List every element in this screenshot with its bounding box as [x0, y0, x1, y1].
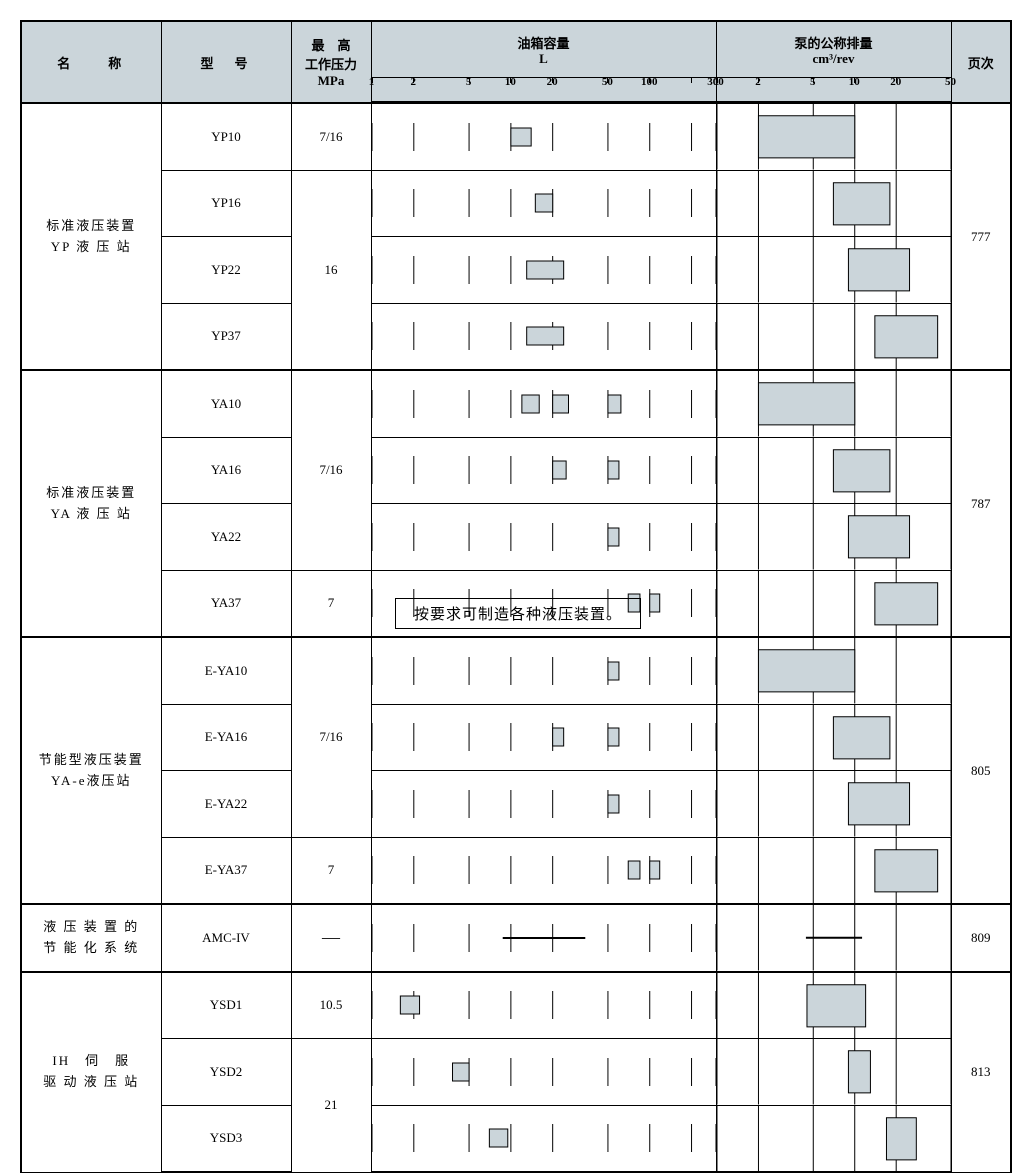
hdr-pump: 泵的公称排量 cm³/rev 125102050 — [716, 21, 951, 102]
group-name: IH 伺 服驱 动 液 压 站 — [21, 972, 161, 1173]
group-name: 标准液压装置YP 液 压 站 — [21, 103, 161, 370]
model-cell: YA37 — [161, 570, 291, 637]
model-cell: YA22 — [161, 504, 291, 571]
press-cell: 7/16 — [291, 103, 371, 170]
model-cell: YA16 — [161, 437, 291, 504]
tank-chart-cell — [371, 237, 716, 304]
tank-chart-cell — [371, 972, 716, 1039]
group-name: 节能型液压装置YA-e液压站 — [21, 637, 161, 904]
page-cell: 787 — [951, 370, 1011, 637]
tank-chart-cell — [371, 837, 716, 904]
pump-chart-cell — [716, 237, 951, 304]
press-cell: — — [291, 904, 371, 972]
model-cell: E-YA10 — [161, 637, 291, 704]
tank-chart-cell — [371, 170, 716, 237]
model-cell: E-YA37 — [161, 837, 291, 904]
page-cell: 809 — [951, 904, 1011, 972]
tank-chart-cell — [371, 904, 716, 972]
model-cell: YSD2 — [161, 1039, 291, 1106]
page-cell: 777 — [951, 103, 1011, 370]
group-name: 标准液压装置YA 液 压 站 — [21, 370, 161, 637]
tank-chart-cell — [371, 771, 716, 838]
pump-chart-cell — [716, 837, 951, 904]
model-cell: AMC-IV — [161, 904, 291, 972]
hdr-tank: 油箱容量 L 125102050100300 — [371, 21, 716, 102]
model-cell: YA10 — [161, 370, 291, 437]
press-cell: 7/16 — [291, 370, 371, 570]
pump-chart-cell — [716, 504, 951, 571]
model-cell: YP10 — [161, 103, 291, 170]
model-cell: YP22 — [161, 237, 291, 304]
model-cell: YSD1 — [161, 972, 291, 1039]
pump-chart-cell — [716, 437, 951, 504]
pump-chart-cell — [716, 370, 951, 437]
pump-chart-cell — [716, 1105, 951, 1172]
press-cell: 16 — [291, 170, 371, 370]
press-cell: 10.5 — [291, 972, 371, 1039]
hdr-press: 最 高 工作压力 MPa — [291, 21, 371, 103]
hdr-name: 名 称 — [21, 21, 161, 103]
group-name: 液 压 装 置 的节 能 化 系 统 — [21, 904, 161, 972]
hdr-page: 页次 — [951, 21, 1011, 103]
model-cell: E-YA22 — [161, 771, 291, 838]
pump-chart-cell — [716, 103, 951, 170]
pump-chart-cell — [716, 771, 951, 838]
press-cell: 7 — [291, 570, 371, 637]
page-cell: 805 — [951, 637, 1011, 904]
pump-chart-cell — [716, 170, 951, 237]
press-cell: 21 — [291, 1039, 371, 1173]
model-cell: YP37 — [161, 303, 291, 370]
tank-chart-cell — [371, 437, 716, 504]
pump-chart-cell — [716, 972, 951, 1039]
model-cell: E-YA16 — [161, 704, 291, 771]
pump-chart-cell — [716, 904, 951, 972]
tank-chart-cell — [371, 504, 716, 571]
page-cell: 813 — [951, 972, 1011, 1173]
tank-chart-cell — [371, 704, 716, 771]
pump-chart-cell — [716, 637, 951, 704]
tank-chart-cell — [371, 370, 716, 437]
spec-table: 名 称 型 号 最 高 工作压力 MPa 油箱容量 L 125102050100… — [20, 20, 1010, 1173]
hdr-model: 型 号 — [161, 21, 291, 103]
pump-chart-cell — [716, 1039, 951, 1106]
model-cell: YSD3 — [161, 1105, 291, 1172]
pump-chart-cell — [716, 704, 951, 771]
tank-chart-cell — [371, 303, 716, 370]
pump-chart-cell — [716, 570, 951, 637]
tank-chart-cell — [371, 103, 716, 170]
tank-chart-cell — [371, 1105, 716, 1172]
pump-chart-cell — [716, 303, 951, 370]
model-cell: YP16 — [161, 170, 291, 237]
footnote: 按要求可制造各种液压装置。 — [395, 598, 641, 629]
tank-chart-cell — [371, 637, 716, 704]
press-cell: 7 — [291, 837, 371, 904]
press-cell: 7/16 — [291, 637, 371, 837]
tank-chart-cell — [371, 1039, 716, 1106]
